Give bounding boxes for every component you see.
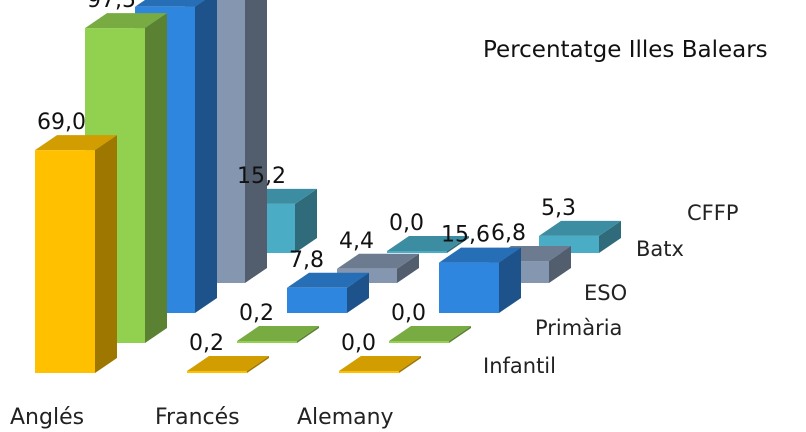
bar-cffp-1 — [387, 236, 469, 253]
data-label: 0,0 — [389, 211, 424, 236]
data-label: 5,3 — [541, 196, 576, 221]
labels-group: 5,30,015,26,84,489,215,67,894,80,00,297,… — [10, 0, 739, 430]
data-label: 6,8 — [491, 221, 526, 246]
series-label: Batx — [636, 237, 684, 261]
data-label: 0,0 — [391, 301, 426, 326]
bar-primària-1 — [237, 326, 319, 343]
data-label: 7,8 — [289, 248, 324, 273]
bar-primària-2 — [389, 326, 471, 343]
series-label: CFFP — [687, 201, 739, 225]
data-label: 97,5 — [87, 0, 136, 13]
series-label: Primària — [535, 316, 622, 340]
category-label: Anglés — [10, 405, 84, 430]
category-label: Alemany — [297, 405, 394, 430]
bar-infantil-1 — [187, 356, 269, 373]
data-label: 4,4 — [339, 229, 374, 254]
data-label: 15,2 — [237, 164, 286, 189]
bar-infantil-2 — [339, 356, 421, 373]
bar-eso-2 — [439, 247, 521, 313]
data-label: 0,2 — [189, 331, 224, 356]
category-label: Francés — [155, 405, 240, 430]
data-label: 0,0 — [341, 331, 376, 356]
series-label: Infantil — [483, 354, 556, 378]
chart-title: Percentatge Illes Balears — [483, 37, 768, 63]
bars-group — [35, 0, 621, 373]
data-label: 69,0 — [37, 110, 86, 135]
bar-infantil-0 — [35, 135, 117, 373]
data-label: 15,6 — [441, 223, 490, 248]
series-label: ESO — [584, 281, 627, 305]
bar-eso-1 — [287, 272, 369, 313]
data-label: 0,2 — [239, 301, 274, 326]
